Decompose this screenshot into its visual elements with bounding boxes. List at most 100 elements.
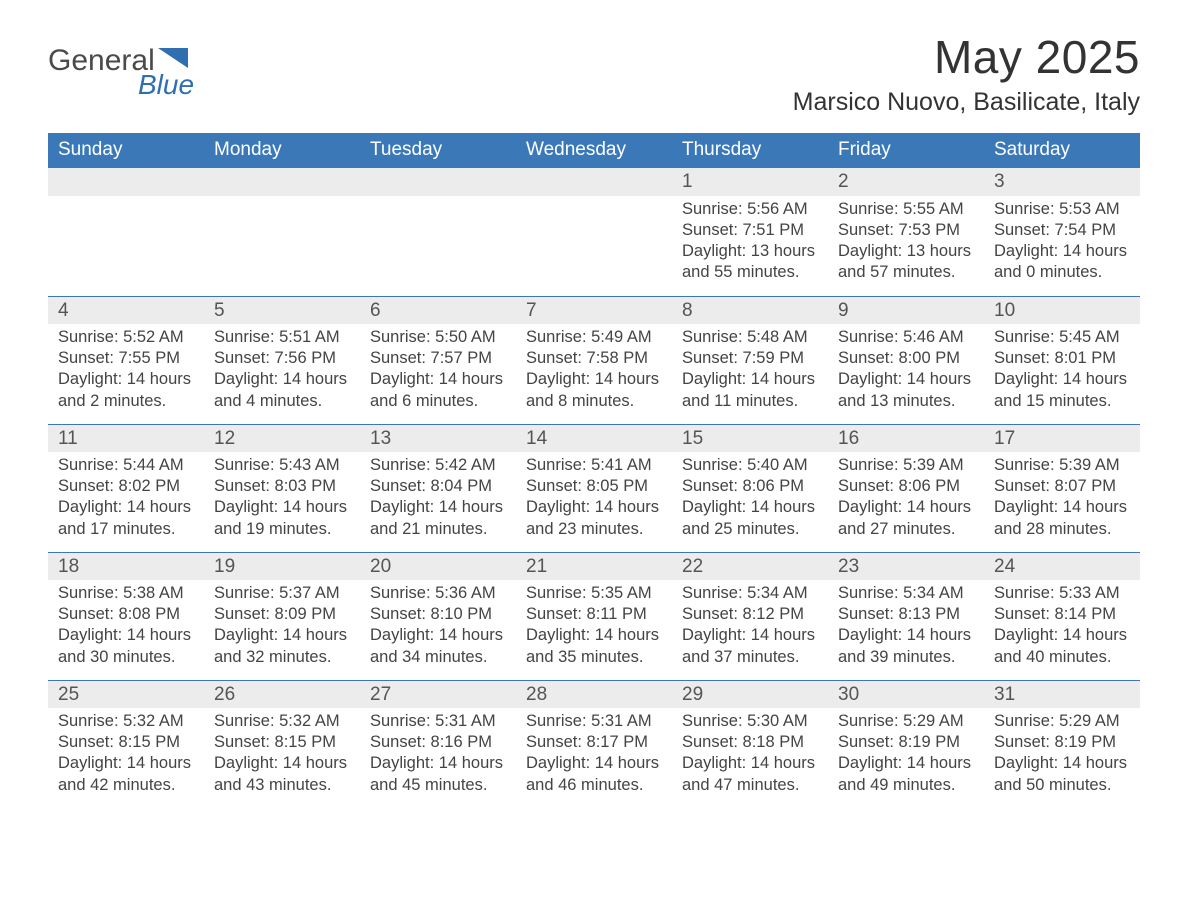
day-number: 10 xyxy=(984,297,1140,325)
day-details: Sunrise: 5:45 AMSunset: 8:01 PMDaylight:… xyxy=(984,324,1140,419)
generalblue-logo-icon: General Blue xyxy=(48,40,208,102)
calendar-day-cell: 3Sunrise: 5:53 AMSunset: 7:54 PMDaylight… xyxy=(984,168,1140,296)
day-number: 17 xyxy=(984,425,1140,453)
daylight-text: Daylight: 14 hours and 42 minutes. xyxy=(58,753,194,795)
daylight-text: Daylight: 13 hours and 55 minutes. xyxy=(682,241,818,283)
calendar-day-cell: 20Sunrise: 5:36 AMSunset: 8:10 PMDayligh… xyxy=(360,552,516,680)
calendar-day-cell: 30Sunrise: 5:29 AMSunset: 8:19 PMDayligh… xyxy=(828,680,984,808)
day-details: Sunrise: 5:37 AMSunset: 8:09 PMDaylight:… xyxy=(204,580,360,675)
sunrise-text: Sunrise: 5:31 AM xyxy=(526,711,662,732)
calendar-body: 1Sunrise: 5:56 AMSunset: 7:51 PMDaylight… xyxy=(48,168,1140,808)
sunrise-text: Sunrise: 5:56 AM xyxy=(682,199,818,220)
calendar-day-cell: 11Sunrise: 5:44 AMSunset: 8:02 PMDayligh… xyxy=(48,424,204,552)
calendar-day-cell: 21Sunrise: 5:35 AMSunset: 8:11 PMDayligh… xyxy=(516,552,672,680)
sunrise-text: Sunrise: 5:29 AM xyxy=(994,711,1130,732)
calendar-day-cell: 31Sunrise: 5:29 AMSunset: 8:19 PMDayligh… xyxy=(984,680,1140,808)
sunrise-text: Sunrise: 5:43 AM xyxy=(214,455,350,476)
sunrise-text: Sunrise: 5:46 AM xyxy=(838,327,974,348)
sunset-text: Sunset: 7:59 PM xyxy=(682,348,818,369)
calendar-day-cell: 10Sunrise: 5:45 AMSunset: 8:01 PMDayligh… xyxy=(984,296,1140,424)
calendar-day-cell: 12Sunrise: 5:43 AMSunset: 8:03 PMDayligh… xyxy=(204,424,360,552)
sunset-text: Sunset: 8:19 PM xyxy=(994,732,1130,753)
day-details: Sunrise: 5:38 AMSunset: 8:08 PMDaylight:… xyxy=(48,580,204,675)
day-details: Sunrise: 5:33 AMSunset: 8:14 PMDaylight:… xyxy=(984,580,1140,675)
weekday-header: Monday xyxy=(204,133,360,168)
daylight-text: Daylight: 14 hours and 23 minutes. xyxy=(526,497,662,539)
sunrise-text: Sunrise: 5:42 AM xyxy=(370,455,506,476)
sunset-text: Sunset: 7:53 PM xyxy=(838,220,974,241)
day-number: 24 xyxy=(984,553,1140,581)
sunrise-text: Sunrise: 5:52 AM xyxy=(58,327,194,348)
day-number: 2 xyxy=(828,168,984,196)
sunrise-text: Sunrise: 5:39 AM xyxy=(994,455,1130,476)
daylight-text: Daylight: 14 hours and 13 minutes. xyxy=(838,369,974,411)
calendar-day-cell: 22Sunrise: 5:34 AMSunset: 8:12 PMDayligh… xyxy=(672,552,828,680)
calendar-week-row: 1Sunrise: 5:56 AMSunset: 7:51 PMDaylight… xyxy=(48,168,1140,296)
calendar-week-row: 11Sunrise: 5:44 AMSunset: 8:02 PMDayligh… xyxy=(48,424,1140,552)
daylight-text: Daylight: 14 hours and 28 minutes. xyxy=(994,497,1130,539)
day-details: Sunrise: 5:32 AMSunset: 8:15 PMDaylight:… xyxy=(48,708,204,803)
sunset-text: Sunset: 8:09 PM xyxy=(214,604,350,625)
day-number: 16 xyxy=(828,425,984,453)
daylight-text: Daylight: 14 hours and 37 minutes. xyxy=(682,625,818,667)
daylight-text: Daylight: 14 hours and 39 minutes. xyxy=(838,625,974,667)
day-number: 3 xyxy=(984,168,1140,196)
sunset-text: Sunset: 8:15 PM xyxy=(214,732,350,753)
day-details: Sunrise: 5:43 AMSunset: 8:03 PMDaylight:… xyxy=(204,452,360,547)
day-details: Sunrise: 5:49 AMSunset: 7:58 PMDaylight:… xyxy=(516,324,672,419)
calendar-day-cell: 28Sunrise: 5:31 AMSunset: 8:17 PMDayligh… xyxy=(516,680,672,808)
day-details: Sunrise: 5:34 AMSunset: 8:13 PMDaylight:… xyxy=(828,580,984,675)
day-number: 9 xyxy=(828,297,984,325)
sunset-text: Sunset: 8:19 PM xyxy=(838,732,974,753)
page-title: May 2025 xyxy=(793,30,1140,84)
daylight-text: Daylight: 14 hours and 25 minutes. xyxy=(682,497,818,539)
day-number: 15 xyxy=(672,425,828,453)
day-details: Sunrise: 5:56 AMSunset: 7:51 PMDaylight:… xyxy=(672,196,828,291)
calendar-day-cell: 4Sunrise: 5:52 AMSunset: 7:55 PMDaylight… xyxy=(48,296,204,424)
calendar-table: Sunday Monday Tuesday Wednesday Thursday… xyxy=(48,133,1140,808)
day-details: Sunrise: 5:31 AMSunset: 8:17 PMDaylight:… xyxy=(516,708,672,803)
calendar-day-cell xyxy=(204,168,360,296)
daylight-text: Daylight: 14 hours and 2 minutes. xyxy=(58,369,194,411)
day-number: 18 xyxy=(48,553,204,581)
calendar-day-cell: 2Sunrise: 5:55 AMSunset: 7:53 PMDaylight… xyxy=(828,168,984,296)
day-details: Sunrise: 5:51 AMSunset: 7:56 PMDaylight:… xyxy=(204,324,360,419)
sunset-text: Sunset: 8:13 PM xyxy=(838,604,974,625)
sunset-text: Sunset: 8:08 PM xyxy=(58,604,194,625)
sunrise-text: Sunrise: 5:31 AM xyxy=(370,711,506,732)
location-text: Marsico Nuovo, Basilicate, Italy xyxy=(793,88,1140,117)
calendar-day-cell: 18Sunrise: 5:38 AMSunset: 8:08 PMDayligh… xyxy=(48,552,204,680)
calendar-day-cell: 14Sunrise: 5:41 AMSunset: 8:05 PMDayligh… xyxy=(516,424,672,552)
day-number xyxy=(360,168,516,196)
sunrise-text: Sunrise: 5:53 AM xyxy=(994,199,1130,220)
sunrise-text: Sunrise: 5:37 AM xyxy=(214,583,350,604)
calendar-day-cell: 15Sunrise: 5:40 AMSunset: 8:06 PMDayligh… xyxy=(672,424,828,552)
sunrise-text: Sunrise: 5:34 AM xyxy=(838,583,974,604)
day-details xyxy=(360,196,516,213)
day-number: 29 xyxy=(672,681,828,709)
sunset-text: Sunset: 8:02 PM xyxy=(58,476,194,497)
sunset-text: Sunset: 7:51 PM xyxy=(682,220,818,241)
sunset-text: Sunset: 8:11 PM xyxy=(526,604,662,625)
calendar-week-row: 4Sunrise: 5:52 AMSunset: 7:55 PMDaylight… xyxy=(48,296,1140,424)
sunrise-text: Sunrise: 5:55 AM xyxy=(838,199,974,220)
sunset-text: Sunset: 7:56 PM xyxy=(214,348,350,369)
day-number: 19 xyxy=(204,553,360,581)
sunset-text: Sunset: 8:07 PM xyxy=(994,476,1130,497)
calendar-day-cell xyxy=(48,168,204,296)
sunrise-text: Sunrise: 5:34 AM xyxy=(682,583,818,604)
day-number: 25 xyxy=(48,681,204,709)
calendar-day-cell: 9Sunrise: 5:46 AMSunset: 8:00 PMDaylight… xyxy=(828,296,984,424)
day-details: Sunrise: 5:44 AMSunset: 8:02 PMDaylight:… xyxy=(48,452,204,547)
daylight-text: Daylight: 14 hours and 27 minutes. xyxy=(838,497,974,539)
day-details: Sunrise: 5:39 AMSunset: 8:06 PMDaylight:… xyxy=(828,452,984,547)
day-number: 11 xyxy=(48,425,204,453)
calendar-day-cell: 19Sunrise: 5:37 AMSunset: 8:09 PMDayligh… xyxy=(204,552,360,680)
daylight-text: Daylight: 14 hours and 8 minutes. xyxy=(526,369,662,411)
day-number: 21 xyxy=(516,553,672,581)
day-number: 22 xyxy=(672,553,828,581)
daylight-text: Daylight: 14 hours and 21 minutes. xyxy=(370,497,506,539)
daylight-text: Daylight: 14 hours and 45 minutes. xyxy=(370,753,506,795)
day-number: 6 xyxy=(360,297,516,325)
calendar-day-cell: 16Sunrise: 5:39 AMSunset: 8:06 PMDayligh… xyxy=(828,424,984,552)
